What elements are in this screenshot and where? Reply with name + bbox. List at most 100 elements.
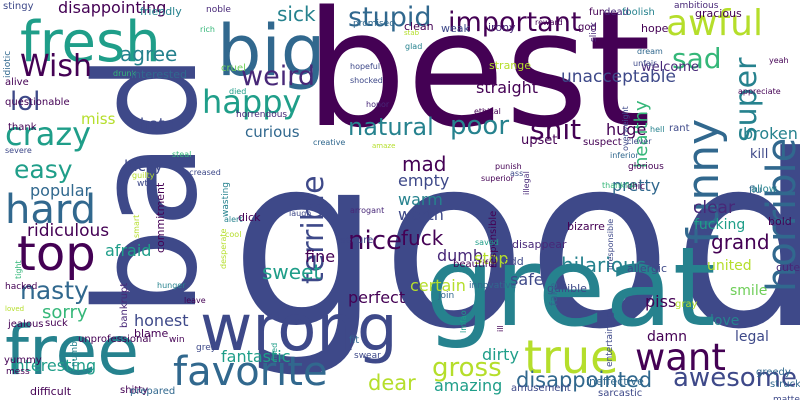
word-smile: smile (730, 283, 768, 299)
word-chic: chic (627, 182, 646, 192)
word-leave: leave (184, 296, 206, 305)
word-gracious: gracious (695, 7, 742, 20)
word-wish: Wish (20, 49, 92, 84)
word-interested: interested (131, 68, 187, 81)
word-tight: tight (14, 260, 23, 279)
word-gross: gross (432, 353, 502, 383)
word-numb: numb (70, 340, 80, 367)
word-illegal: illegal (522, 170, 531, 195)
word-commitment: commitment (154, 182, 167, 253)
word-wtf: wtf (137, 179, 152, 189)
word-easy: easy (14, 155, 73, 184)
word-hell: hell (650, 125, 665, 134)
word-beautiful: beautiful (453, 259, 498, 270)
word-awful: awful (666, 3, 763, 44)
word-rant: rant (669, 123, 690, 134)
word-best: best (305, 0, 652, 163)
word-wasting: wasting (221, 181, 231, 217)
word-irresponsible: irresponsible (606, 219, 615, 271)
word-join: join (438, 291, 455, 301)
word-dream: dream (637, 47, 663, 56)
word-gullible: gullible (547, 282, 587, 295)
word-dick: dick (238, 211, 261, 224)
word-pretty: pretty (612, 176, 661, 195)
word-noble: noble (206, 5, 231, 15)
word-legal: legal (735, 329, 769, 345)
word-god: god (578, 22, 597, 33)
word-lol: lol (10, 87, 41, 117)
word-fucking: fucking (694, 217, 746, 233)
word-appreciate: appreciate (738, 87, 781, 96)
word-stop: stop (474, 249, 509, 268)
word-hunger: hunger (157, 281, 186, 290)
word-alive: alive (5, 77, 29, 88)
word-unprofessional: unprofessional (78, 334, 152, 345)
word-slick: slick (589, 22, 599, 42)
word-disappointing: disappointing (58, 0, 167, 17)
word-drunk: drunk (113, 69, 137, 78)
word-suck: suck (45, 318, 68, 329)
word-increased: increased (182, 168, 221, 177)
word-struck: struck (770, 379, 800, 390)
word-lmfao: lmfao (459, 310, 468, 333)
word-fired: fired (270, 342, 279, 361)
word-allow: allow (751, 184, 777, 195)
word-sick: sick (277, 2, 316, 26)
word-love: love (710, 313, 740, 329)
word-hopeful: hopeful (350, 62, 381, 71)
word-great: great (425, 223, 716, 351)
word-alert: alert (224, 215, 243, 224)
word-perfect: perfect (348, 288, 406, 307)
word-flu: flu (749, 185, 762, 196)
word-popular: popular (30, 181, 92, 200)
word-guilty: guilty (132, 171, 155, 180)
word-disappointed: disappointed (516, 368, 653, 392)
word-died: died (229, 87, 247, 96)
word-upset: upset (521, 133, 558, 148)
word-worth: worth (398, 205, 444, 224)
word-amaze: amaze (372, 142, 396, 150)
word-ridiculous: ridiculous (27, 221, 110, 241)
word-ambitious: ambitious (674, 1, 719, 11)
word-unacceptable: unacceptable (561, 67, 676, 87)
word-nasty: nasty (20, 276, 89, 305)
word-agree: agree (120, 42, 178, 66)
word-matter: matter (773, 395, 800, 400)
word-thankful: thankful (602, 181, 635, 190)
word-glad: glad (405, 42, 423, 51)
word-creative: creative (313, 138, 346, 147)
word-fine: fine (305, 247, 336, 266)
word-smart: smart (132, 214, 141, 238)
word-stupid: stupid (348, 2, 432, 33)
word-dear: dear (368, 371, 416, 395)
word-awesome: awesome (673, 363, 797, 393)
word-huge: huge (606, 120, 647, 139)
word-wrong: wrong (200, 292, 398, 366)
word-straight: straight (476, 78, 539, 97)
word-sad: sad (672, 42, 722, 75)
word-superior: superior (481, 174, 514, 183)
word-stab: stab (404, 29, 420, 37)
word-steal: steal (172, 150, 192, 159)
word-afraid: afraid (105, 241, 152, 260)
word-bankrupt: bankrupt (119, 282, 130, 328)
word-sweet: sweet (262, 260, 322, 284)
word-grand: grand (711, 230, 770, 254)
word-jealous: jealous (8, 319, 44, 330)
word-hard: hard (5, 187, 96, 233)
word-mess: mess (6, 367, 30, 377)
word-hacked: hacked (5, 282, 38, 292)
word-reward: reward (535, 18, 563, 27)
word-severe: severe (5, 146, 32, 155)
word-sorry: sorry (42, 302, 88, 323)
word-fresh: fresh (20, 10, 161, 75)
word-bizarre: bizarre (567, 220, 605, 233)
word-safe: safe (510, 270, 544, 289)
word-warm: warm (398, 190, 443, 209)
word-suspect: suspect (583, 137, 622, 148)
word-weak: weak (441, 22, 470, 35)
word-sarcastic: sarcastic (598, 388, 643, 399)
word-empty: empty (398, 171, 450, 190)
word-good: good (230, 105, 800, 382)
word-fit: fit (349, 335, 360, 346)
